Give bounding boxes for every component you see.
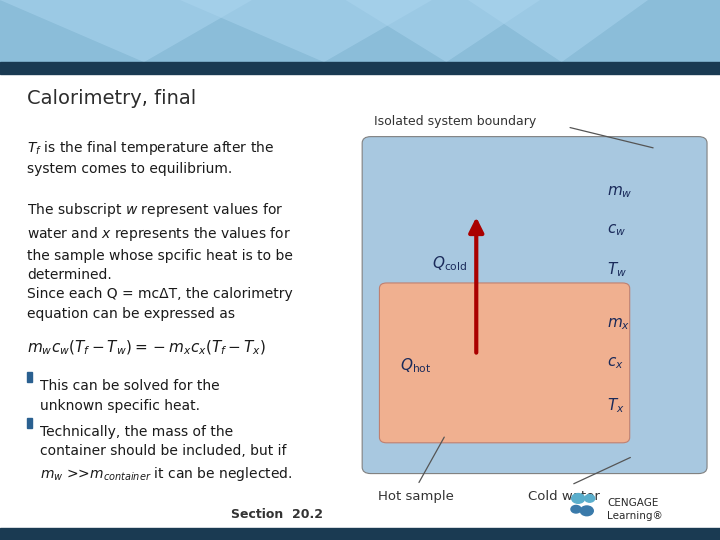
Text: Isolated system boundary: Isolated system boundary — [374, 115, 536, 128]
Text: $Q_\mathrm{cold}$: $Q_\mathrm{cold}$ — [431, 254, 467, 273]
Text: This can be solved for the
unknown specific heat.: This can be solved for the unknown speci… — [40, 379, 219, 413]
Text: Cold water: Cold water — [528, 490, 600, 503]
Circle shape — [572, 494, 585, 503]
Text: $m_w$: $m_w$ — [607, 184, 632, 200]
Text: CENGAGE
Learning®: CENGAGE Learning® — [607, 498, 662, 521]
FancyBboxPatch shape — [379, 283, 630, 443]
Polygon shape — [468, 0, 648, 62]
Text: $c_w$: $c_w$ — [607, 222, 626, 239]
Text: The subscript $w$ represent values for
water and $x$ represents the values for
t: The subscript $w$ represent values for w… — [27, 201, 293, 282]
Text: Since each Q = mcΔT, the calorimetry
equation can be expressed as: Since each Q = mcΔT, the calorimetry equ… — [27, 287, 293, 321]
Bar — [0, 62, 720, 74]
Polygon shape — [180, 0, 432, 62]
Circle shape — [580, 506, 593, 516]
Text: $Q_\mathrm{hot}$: $Q_\mathrm{hot}$ — [400, 356, 431, 375]
Text: $m_wc_w\left(T_f-T_w\right)=-m_xc_x\left(T_f-T_x\right)$: $m_wc_w\left(T_f-T_w\right)=-m_xc_x\left… — [27, 339, 266, 357]
Polygon shape — [346, 0, 540, 62]
Text: $m_x$: $m_x$ — [607, 316, 630, 333]
Text: Technically, the mass of the
container should be included, but if
$m_w$ >>$m_{co: Technically, the mass of the container s… — [40, 425, 292, 483]
Text: $T_x$: $T_x$ — [607, 396, 624, 415]
Text: $c_x$: $c_x$ — [607, 355, 624, 372]
Bar — [27, 418, 32, 428]
Circle shape — [571, 505, 581, 513]
Bar — [0, 528, 720, 540]
Text: Calorimetry, final: Calorimetry, final — [27, 89, 197, 108]
Bar — [27, 372, 32, 382]
Text: Hot sample: Hot sample — [378, 490, 454, 503]
Text: Section  20.2: Section 20.2 — [231, 508, 323, 521]
Text: $T_f$ is the final temperature after the
system comes to equilibrium.: $T_f$ is the final temperature after the… — [27, 139, 274, 176]
Polygon shape — [0, 0, 252, 62]
FancyBboxPatch shape — [362, 137, 707, 474]
Circle shape — [585, 495, 595, 502]
Bar — [0, 0, 720, 62]
Text: $T_w$: $T_w$ — [607, 260, 626, 279]
